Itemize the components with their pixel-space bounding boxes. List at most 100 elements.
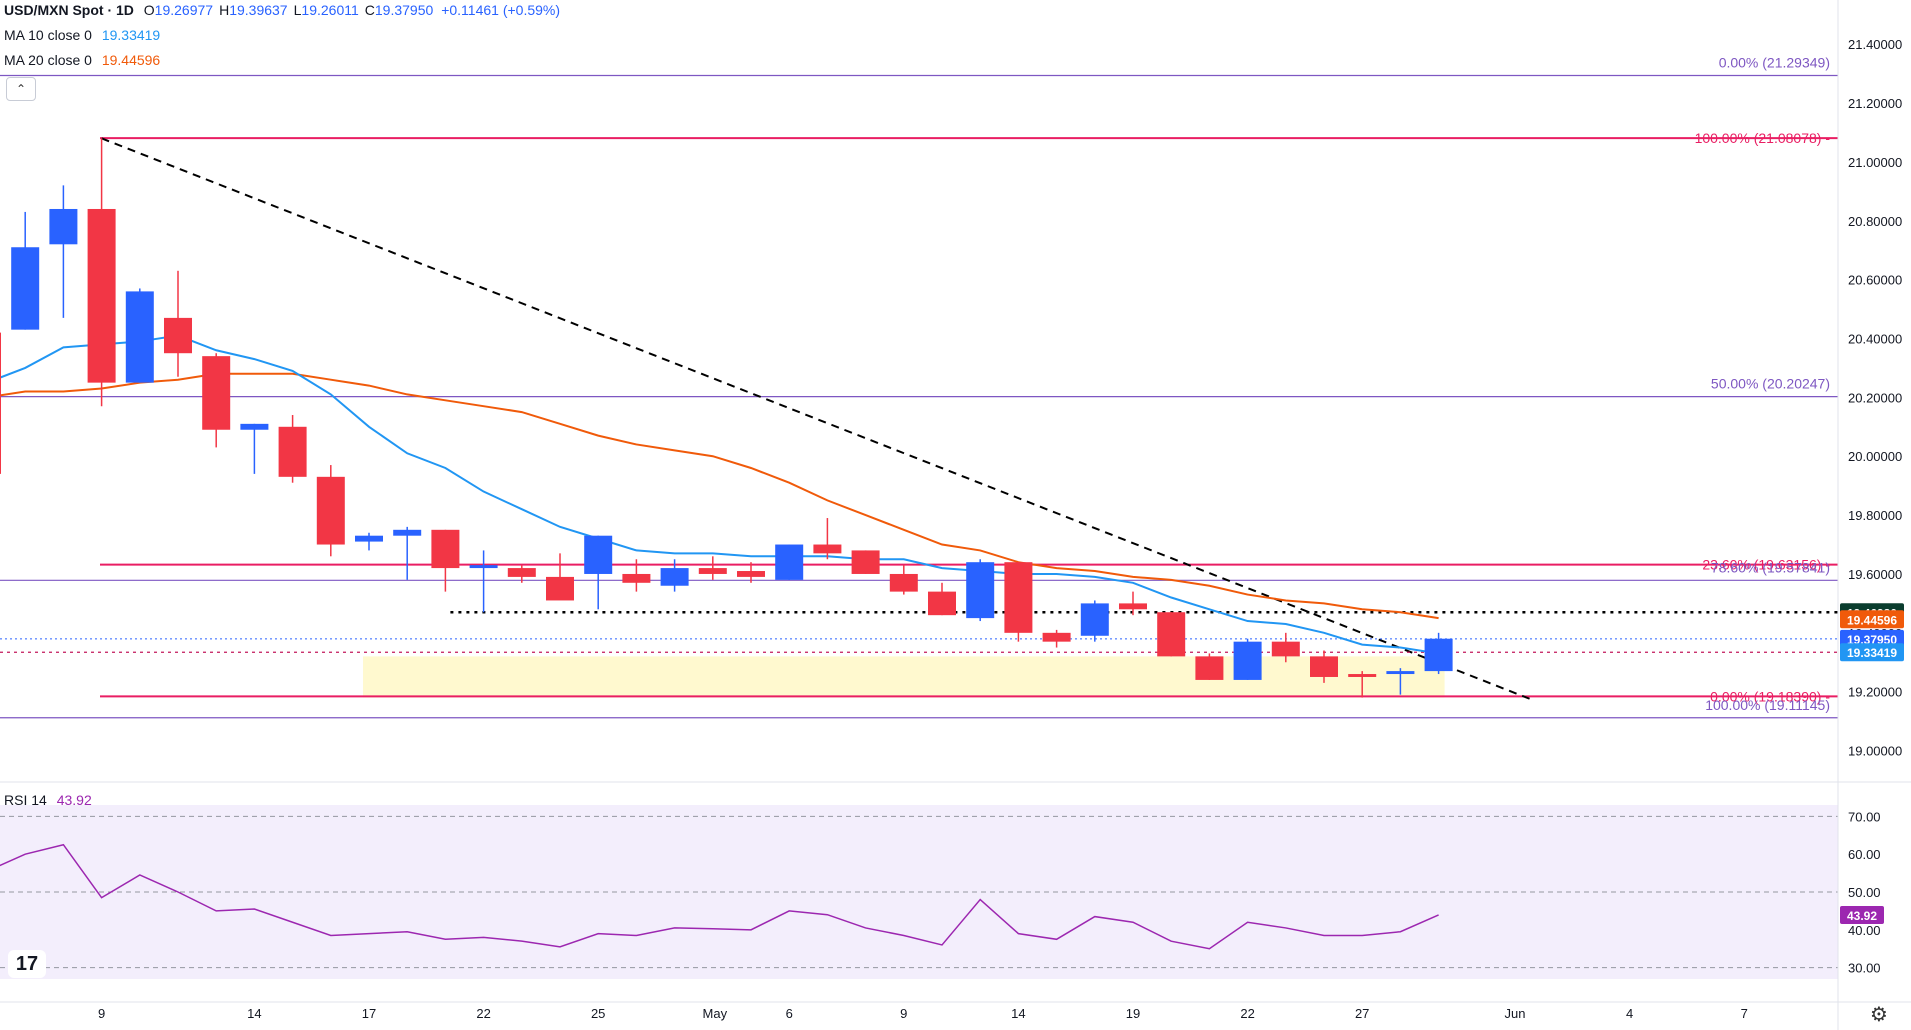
fib-label: 0.00% (21.29349) <box>1719 55 1830 71</box>
candle[interactable] <box>507 565 536 583</box>
legend-rsi: RSI 14 43.92 <box>4 792 92 808</box>
candle[interactable] <box>1271 632 1300 663</box>
candle[interactable] <box>202 353 231 448</box>
x-tick-label: 22 <box>476 1006 490 1021</box>
candle[interactable] <box>928 582 956 616</box>
candle[interactable] <box>11 211 40 330</box>
x-tick-label: May <box>703 1006 728 1021</box>
rsi-tick-label: 30.00 <box>1848 961 1881 976</box>
x-tick-label: 14 <box>1011 1006 1025 1021</box>
legend-ma20: MA 20 close 0 19.44596 <box>4 52 160 68</box>
candle-body <box>355 535 383 542</box>
candle[interactable] <box>1386 668 1415 695</box>
candle[interactable] <box>584 535 613 610</box>
consolidation-band <box>363 656 1445 698</box>
rsi-tick-label: 40.00 <box>1848 923 1881 938</box>
candle[interactable] <box>622 559 651 592</box>
candle[interactable] <box>0 315 1 474</box>
rsi-tag: 43.92 <box>1840 905 1884 924</box>
x-tick-label: 9 <box>900 1006 907 1021</box>
candle[interactable] <box>851 550 880 574</box>
candle[interactable] <box>1310 650 1338 683</box>
candle-body <box>1157 612 1186 657</box>
candle[interactable] <box>1348 671 1377 698</box>
candle[interactable] <box>966 559 995 622</box>
candle[interactable] <box>813 518 842 560</box>
ma10-label: MA 10 close 0 <box>4 27 92 43</box>
candle-body <box>1348 674 1377 677</box>
gear-icon[interactable]: ⚙ <box>1870 1004 1888 1026</box>
candle[interactable] <box>1424 632 1453 675</box>
rsi-tag-text: 43.92 <box>1847 909 1877 923</box>
candle[interactable] <box>240 423 269 474</box>
candle-body <box>660 568 689 586</box>
fib-label: 23.60% (19.63156) - <box>1702 557 1830 573</box>
fib-label: 0.00% (19.18390) - <box>1710 688 1830 704</box>
price-tag-text: 19.33419 <box>1847 646 1897 660</box>
y-tick-label: 19.60000 <box>1848 567 1902 582</box>
candle-body <box>164 317 192 354</box>
rsi-tick-label: 60.00 <box>1848 847 1881 862</box>
y-tick-label: 19.80000 <box>1848 508 1902 523</box>
price-tag: 19.33419 <box>1840 643 1904 662</box>
candle[interactable] <box>1157 612 1186 657</box>
rsi-line <box>0 843 1439 950</box>
y-tick-label: 20.40000 <box>1848 331 1902 346</box>
candle[interactable] <box>1080 600 1109 642</box>
candle-body <box>698 568 727 574</box>
price-tag-text: 19.44596 <box>1847 613 1897 627</box>
candle[interactable] <box>775 544 804 580</box>
candle-body <box>1119 603 1147 610</box>
x-tick-label: 14 <box>247 1006 261 1021</box>
y-tick-label: 20.80000 <box>1848 214 1902 229</box>
candle[interactable] <box>698 556 727 580</box>
candle[interactable] <box>87 138 116 407</box>
candle[interactable] <box>431 529 460 592</box>
candle-body <box>87 208 116 383</box>
candle-body <box>851 550 880 574</box>
candle-body <box>1271 641 1300 657</box>
candle[interactable] <box>125 288 154 383</box>
rsi-label: RSI 14 <box>4 792 47 808</box>
candle-body <box>49 208 78 245</box>
candle[interactable] <box>737 562 765 583</box>
y-tick-label: 21.00000 <box>1848 155 1902 170</box>
candle-body <box>1233 641 1262 680</box>
rsi-tick-label: 50.00 <box>1848 885 1881 900</box>
candle[interactable] <box>278 415 307 483</box>
candle[interactable] <box>1042 629 1071 648</box>
candle-body <box>278 426 307 477</box>
candle[interactable] <box>1195 653 1224 680</box>
y-tick-label: 21.20000 <box>1848 96 1902 111</box>
candle-body <box>1004 562 1033 633</box>
candle[interactable] <box>660 559 689 592</box>
candle[interactable] <box>1233 638 1262 680</box>
tradingview-logo[interactable]: 17 <box>8 950 46 978</box>
change-value: +0.11461 (+0.59%) <box>441 2 561 18</box>
candle[interactable] <box>393 526 422 580</box>
candle-body <box>584 535 613 574</box>
candle[interactable] <box>1119 591 1147 616</box>
collapse-legend-button[interactable]: ⌃ <box>6 77 36 101</box>
x-tick-label: 17 <box>362 1006 376 1021</box>
candle-body <box>622 573 651 583</box>
candle-body <box>889 573 918 592</box>
candle[interactable] <box>889 565 918 595</box>
x-tick-label: 19 <box>1126 1006 1140 1021</box>
candle[interactable] <box>316 465 345 557</box>
candle-body <box>11 247 40 330</box>
candle[interactable] <box>1004 562 1033 642</box>
x-tick-label: 27 <box>1355 1006 1369 1021</box>
candle[interactable] <box>469 550 498 613</box>
candle[interactable] <box>164 270 192 377</box>
candle-body <box>813 544 842 554</box>
candle[interactable] <box>546 553 574 601</box>
symbol-title: USD/MXN Spot · 1D <box>4 2 134 18</box>
ohlc-h: H19.39637 <box>219 2 288 18</box>
rsi-tick-label: 70.00 <box>1848 809 1881 824</box>
candle[interactable] <box>355 532 383 551</box>
candle-body <box>125 291 154 383</box>
candle-body <box>316 476 345 545</box>
candle[interactable] <box>49 185 78 318</box>
